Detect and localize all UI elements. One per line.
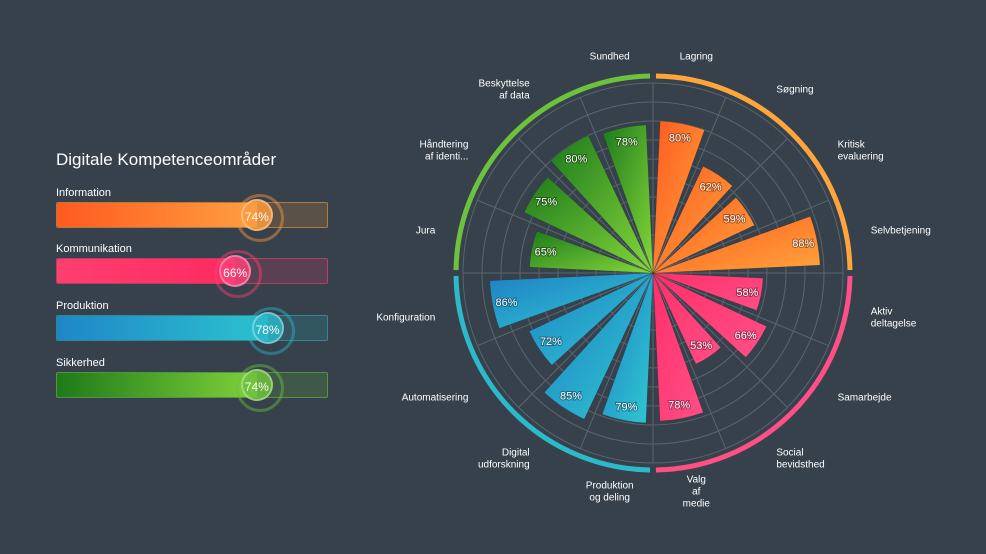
bar-value-label: 80% [669, 133, 691, 145]
grid-spoke [518, 272, 654, 408]
area-bar-track: 78% [56, 307, 328, 355]
grid-spoke [652, 199, 829, 274]
category-label: Kritisk evaluering [838, 140, 884, 163]
category-label: Valg af medie [683, 475, 711, 510]
polar-bars [489, 120, 821, 424]
area-bar-track: 66% [56, 250, 328, 298]
group-ring [655, 275, 853, 473]
grid-spoke [652, 138, 788, 274]
bar-value-label: 78% [616, 136, 638, 148]
area-bar-label: Information [56, 187, 112, 199]
area-bar-label: Sikkerhed [56, 357, 105, 369]
area-bar-fill [57, 203, 257, 227]
category-label: Lagring [680, 51, 713, 62]
bar-value-label: 80% [565, 153, 587, 165]
grid-spoke [652, 272, 829, 347]
category-label: Produktion og deling [586, 481, 634, 504]
polar-bar [523, 176, 654, 274]
category-label: Selvbetjening [871, 226, 931, 237]
category-label: Jura [416, 226, 436, 237]
bar-value-label: 58% [736, 287, 758, 299]
category-label: Konfiguration [376, 312, 435, 323]
polar-bar [602, 124, 654, 274]
area-bar-value: 74% [240, 369, 273, 401]
polar-bar [652, 272, 767, 358]
category-label: Samarbejde [838, 392, 892, 403]
group-ring [453, 73, 651, 271]
bar-value-label: 75% [535, 197, 557, 209]
category-label: Håndtering af identi... [419, 139, 468, 163]
bar-value-label: 66% [735, 330, 757, 342]
grid-spoke [652, 272, 727, 449]
grid-spoke [518, 138, 654, 274]
area-bar-kommunikation: Kommunikation 66% [56, 242, 328, 298]
polar-bar [528, 272, 654, 366]
bar-value-label: 72% [540, 336, 562, 348]
polar-bar [652, 272, 722, 365]
area-bar-label: Kommunikation [56, 243, 132, 255]
category-label: Aktiv deltagelse [871, 306, 917, 329]
bar-value-label: 78% [668, 400, 690, 412]
category-label: Søgning [776, 84, 813, 95]
grid-spoke [579, 272, 654, 449]
polar-bar [529, 230, 654, 274]
grid-spoke [652, 272, 788, 408]
area-bar-fill [57, 316, 268, 340]
bar-value-label: 88% [792, 238, 814, 250]
polar-bar [489, 272, 654, 329]
category-label: Social bevidsthed [776, 448, 824, 471]
bar-value-label: 65% [535, 247, 557, 259]
category-label: Beskyttelse af data [479, 78, 531, 101]
area-bar-value: 66% [219, 255, 252, 287]
bar-value-label: 85% [560, 391, 582, 403]
grid-spoke [652, 97, 727, 274]
bar-value-label: 62% [700, 182, 722, 194]
polar-bar [601, 272, 654, 424]
group-ring [453, 275, 651, 473]
grid-spoke [477, 199, 654, 274]
bar-value-label: 53% [690, 340, 712, 352]
area-bar-fill [57, 373, 257, 397]
bar-value-label: 86% [495, 297, 517, 309]
polar-bar [550, 135, 654, 274]
area-bar-label: Produktion [56, 300, 109, 312]
grid-spoke [477, 272, 654, 347]
category-label: Automatisering [402, 392, 469, 403]
area-bar-fill [57, 259, 236, 283]
polar-grid [462, 82, 844, 464]
group-ring [655, 73, 853, 271]
polar-bar [652, 272, 704, 422]
polar-bar [652, 166, 733, 274]
area-bar-value: 78% [251, 312, 284, 344]
category-label: Digital udforskning [478, 448, 530, 471]
polar-bar [652, 120, 705, 274]
group-rings [453, 73, 853, 473]
polar-bar [652, 197, 755, 274]
polar-bar [543, 272, 654, 420]
polar-bar [652, 272, 764, 311]
category-label: Sundhed [590, 51, 630, 62]
grid-spoke [579, 97, 654, 274]
area-bar-produktion: Produktion 78% [56, 299, 328, 355]
polar-bar [652, 216, 821, 274]
page-title: Digitale Kompetenceområder [56, 150, 277, 169]
bar-value-label: 59% [724, 213, 746, 225]
bar-value-label: 79% [615, 401, 637, 413]
area-bar-value: 74% [240, 199, 273, 231]
category-labels: 80% Lagring 62% Søgning 59% Kritisk evaluering… [376, 51, 930, 509]
